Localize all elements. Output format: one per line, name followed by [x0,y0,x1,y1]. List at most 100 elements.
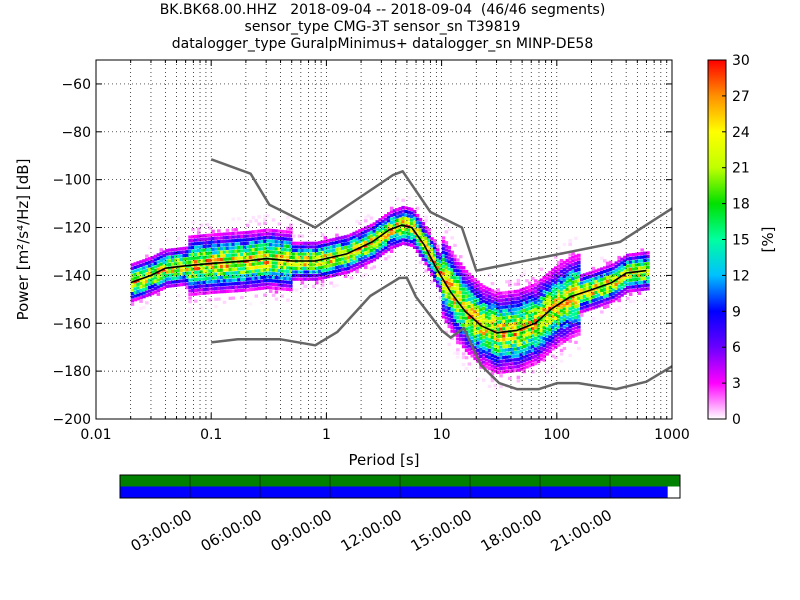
heatmap-cell [487,359,492,363]
heatmap-cell [266,268,270,272]
heatmap-cell [355,262,359,266]
heatmap-cell [594,301,598,305]
heatmap-cell [470,325,474,329]
heatmap-cell [582,309,587,313]
heatmap-cell [202,248,207,252]
heatmap-cell [450,272,454,276]
heatmap-cell [222,300,227,304]
heatmap-cell [456,341,460,345]
heatmap-cell [208,247,212,252]
heatmap-cell [148,260,152,264]
heatmap-cell [551,311,555,315]
heatmap-cell [574,330,578,334]
heatmap-cell [603,280,607,284]
heatmap-cell [502,291,506,295]
heatmap-cell [145,258,149,262]
heatmap-cell [387,248,391,252]
heatmap-cell [358,250,362,254]
heatmap-cell [508,301,512,305]
heatmap-cell [191,249,195,253]
heatmap-cell [496,342,500,346]
heatmap-cell [421,221,426,226]
heatmap-cell [453,351,457,355]
heatmap-cell [591,299,595,303]
heatmap-cell [626,296,630,300]
heatmap-cell [459,334,463,338]
heatmap-cell [254,287,258,291]
heatmap-cell [133,265,138,269]
heatmap-cell [237,245,241,250]
heatmap-cell [453,265,457,269]
heatmap-cell [490,343,495,347]
heatmap-cell [237,253,241,257]
heatmap-cell [585,275,590,280]
heatmap-cell [453,286,457,291]
heatmap-cell [545,291,549,295]
heatmap-cell [309,277,313,281]
heatmap-cell [424,233,428,237]
heatmap-cell [479,340,483,344]
heatmap-cell [565,337,570,342]
heatmap-cell [508,290,512,294]
heatmap-cell [263,218,267,222]
heatmap-cell [217,276,221,280]
heatmap-cell [447,310,451,314]
heatmap-cell [196,249,201,253]
heatmap-cell [355,266,359,270]
heatmap-cell [145,268,149,273]
heatmap-cell [378,225,382,229]
heatmap-cell [142,280,146,284]
heatmap-cell [194,238,198,242]
heatmap-cell [421,247,426,251]
heatmap-cell [340,264,345,268]
heatmap-cell [424,269,428,273]
heatmap-cell [571,252,575,256]
heatmap-cell [332,284,336,288]
heatmap-cell [372,236,377,240]
heatmap-cell [274,276,279,280]
heatmap-cell [352,246,356,250]
heatmap-cell [571,291,575,295]
heatmap-cell [188,267,192,271]
heatmap-cell [421,232,426,236]
heatmap-cell [444,266,449,270]
heatmap-cell [165,238,169,242]
heatmap-cell [479,301,483,305]
heatmap-cell [473,331,477,335]
heatmap-cell [441,218,446,222]
heatmap-cell [286,277,290,281]
heatmap-cell [508,326,512,330]
heatmap-cell [467,301,472,305]
heatmap-cell [522,294,526,298]
heatmap-cell [539,310,544,314]
heatmap-cell [182,246,186,250]
heatmap-cell [603,291,607,295]
heatmap-cell [234,249,238,253]
heatmap-cell [513,289,518,294]
heatmap-cell [470,314,474,318]
heatmap-cell [268,243,273,247]
heatmap-cell [398,239,402,243]
heatmap-cell [482,299,486,303]
heatmap-cell [243,277,247,281]
heatmap-cell [248,273,253,277]
heatmap-cell [427,242,431,246]
heatmap-cell [516,329,521,333]
heatmap-cell [389,242,394,246]
heatmap-cell [378,232,382,236]
heatmap-cell [130,263,135,267]
heatmap-cell [548,310,552,314]
heatmap-cell [194,234,198,239]
heatmap-cell [499,356,503,360]
heatmap-cell [381,226,385,231]
heatmap-cell [476,305,480,309]
heatmap-cell [257,287,261,291]
heatmap-cell [493,319,498,323]
heatmap-cell [548,321,552,325]
heatmap-cell [568,353,572,358]
heatmap-cell [366,225,371,229]
heatmap-cell [361,235,365,239]
heatmap-cell [427,228,431,232]
heatmap-cell [277,233,282,237]
heatmap-cell [208,280,212,284]
